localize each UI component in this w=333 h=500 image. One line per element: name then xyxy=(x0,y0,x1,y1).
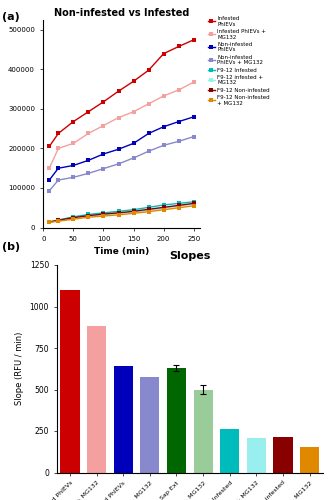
Y-axis label: RFU: RFU xyxy=(0,115,2,132)
Bar xyxy=(87,326,106,472)
Text: (a): (a) xyxy=(2,12,19,22)
Bar xyxy=(273,437,293,472)
Bar xyxy=(193,390,213,472)
X-axis label: Time (min): Time (min) xyxy=(94,248,149,256)
Bar xyxy=(220,430,239,472)
Legend: Infested
PhIEVs, Infested PhIEVs +
MG132, Non-infested
PhIEVs, Non-infested
PhIE: Infested PhIEVs, Infested PhIEVs + MG132… xyxy=(207,16,270,106)
Title: Slopes: Slopes xyxy=(169,252,210,262)
Bar xyxy=(140,377,160,472)
Bar xyxy=(60,290,80,472)
Y-axis label: Slope (RFU / min): Slope (RFU / min) xyxy=(15,332,24,406)
Bar xyxy=(114,366,133,472)
Bar xyxy=(167,368,186,472)
Bar xyxy=(247,438,266,472)
Text: (b): (b) xyxy=(2,242,20,252)
Title: Non-infested vs Infested: Non-infested vs Infested xyxy=(54,8,189,18)
Bar xyxy=(300,447,319,472)
